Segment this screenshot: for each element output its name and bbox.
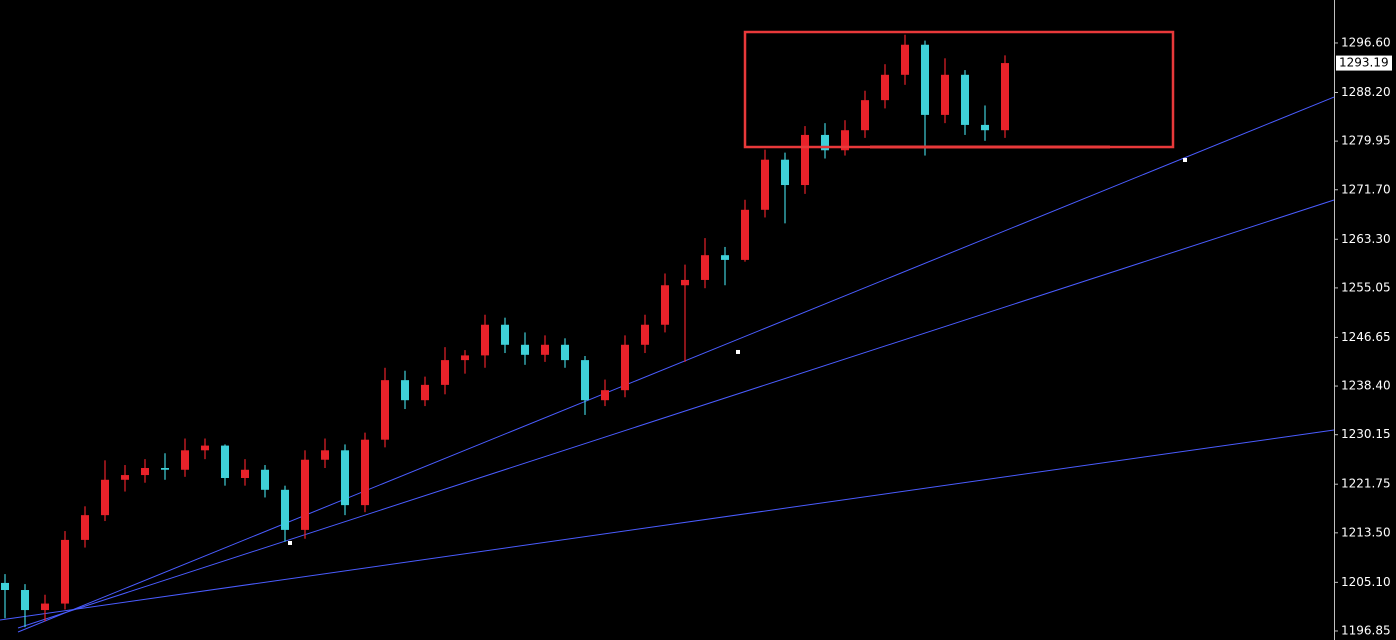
candle-body — [901, 44, 909, 75]
candle-body — [981, 124, 989, 131]
candle-body — [921, 44, 929, 115]
candles — [1, 34, 1009, 628]
candle-body — [1, 582, 9, 591]
y-tick-label: 1279.95 — [1341, 134, 1391, 148]
candle-body — [681, 279, 689, 286]
last-price-box — [1336, 55, 1392, 71]
candle-body — [721, 255, 729, 260]
candle-body — [381, 380, 389, 440]
candle-body — [561, 344, 569, 361]
y-tick-label: 1288.20 — [1341, 85, 1391, 99]
candle-body — [481, 324, 489, 356]
candle-body — [41, 603, 49, 611]
candle-body — [101, 479, 109, 516]
candle-body — [221, 445, 229, 479]
trendline — [17, 96, 1335, 633]
candle-body — [541, 344, 549, 355]
trendline-anchor — [1183, 157, 1187, 162]
candle-body — [241, 469, 249, 479]
y-tick-label: 1263.30 — [1341, 232, 1391, 246]
candle-body — [261, 469, 269, 490]
candle-body — [601, 390, 609, 401]
candle-body — [181, 450, 189, 470]
candle-body — [641, 324, 649, 345]
candle-body — [441, 360, 449, 385]
candle-body — [141, 467, 149, 476]
y-tick-label: 1205.10 — [1341, 575, 1391, 589]
candle-body — [201, 445, 209, 451]
candle-body — [461, 355, 469, 361]
candle-body — [341, 450, 349, 506]
y-tick-label: 1213.50 — [1341, 525, 1391, 539]
candle-body — [821, 134, 829, 151]
candle-body — [661, 285, 669, 325]
trendline — [17, 199, 1335, 629]
y-tick-label: 1238.40 — [1341, 379, 1391, 393]
candle-body — [21, 590, 29, 611]
candle-body — [621, 344, 629, 391]
candle-body — [361, 439, 369, 506]
y-tick-label: 1230.15 — [1341, 427, 1391, 441]
candle-body — [781, 159, 789, 186]
candle-body — [521, 344, 529, 355]
candle-body — [701, 255, 709, 280]
candle-body — [321, 450, 329, 460]
candle-body — [421, 384, 429, 401]
candle-body — [801, 134, 809, 186]
candle-body — [581, 360, 589, 401]
candle-body — [501, 324, 509, 345]
y-tick-label: 1255.05 — [1341, 280, 1391, 294]
candle-body — [1001, 63, 1009, 131]
trendline-anchor — [288, 540, 292, 545]
candle-body — [281, 489, 289, 530]
candle-body — [761, 159, 769, 210]
y-tick-label: 1221.75 — [1341, 477, 1391, 491]
y-tick-label: 1196.85 — [1341, 623, 1391, 637]
candle-body — [741, 209, 749, 260]
candle-body — [941, 74, 949, 115]
trendline — [0, 429, 1335, 621]
y-tick-label: 1296.60 — [1341, 35, 1391, 49]
candle-body — [841, 130, 849, 151]
y-tick-label: 1271.70 — [1341, 182, 1391, 196]
y-tick-label: 1246.65 — [1341, 330, 1391, 344]
candle-body — [401, 380, 409, 401]
candle-body — [881, 74, 889, 101]
candle-body — [301, 459, 309, 530]
candle-body — [121, 475, 129, 480]
highlight-box — [743, 30, 1175, 149]
trendline-anchor — [736, 349, 740, 354]
candle-body — [961, 74, 969, 125]
candle-body — [61, 539, 69, 604]
candle-body — [861, 100, 869, 131]
last-price-label: 1293.19 — [1339, 56, 1389, 70]
candle-body — [81, 515, 89, 540]
candle-body — [161, 467, 169, 470]
